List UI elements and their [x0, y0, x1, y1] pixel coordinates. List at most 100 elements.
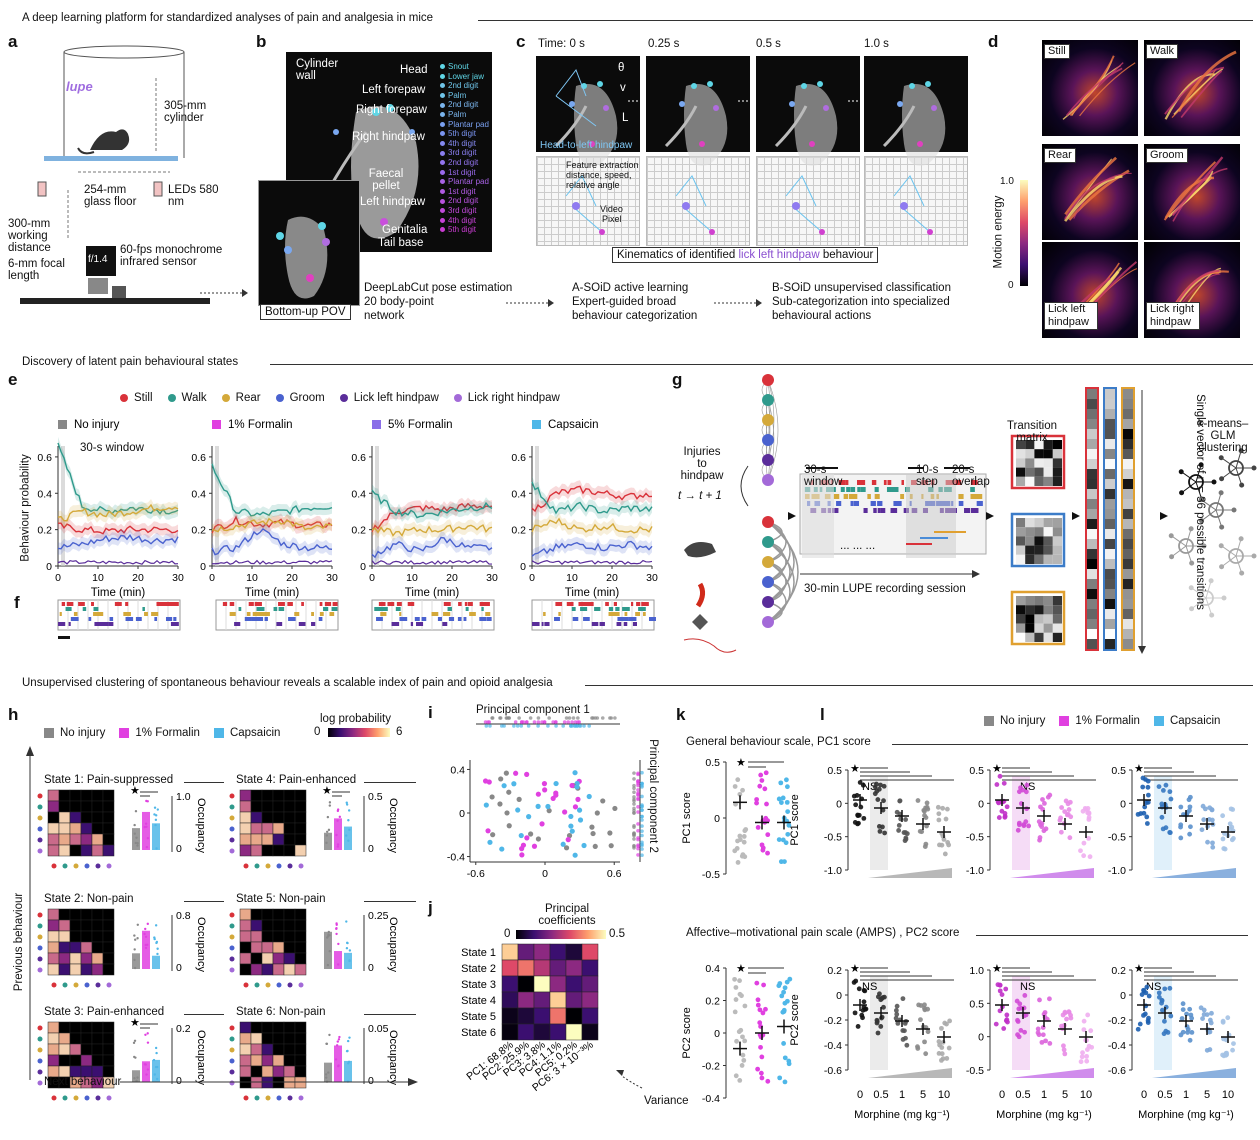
significance-star: ★	[1134, 763, 1144, 775]
state-title: State 2: Non-pain	[44, 893, 134, 905]
arrow-icon	[506, 299, 554, 307]
bodypart-dot	[440, 73, 445, 79]
legend-label: Capsaicin	[229, 727, 281, 739]
legend-dot	[167, 394, 176, 402]
bodypart-item: 5th digit	[440, 225, 494, 235]
bodypart-label: 1st digit	[448, 186, 476, 196]
morphine-xlabel: Morphine (mg kg⁻¹)	[996, 1109, 1092, 1121]
bodypart-item: 4th digit	[440, 216, 494, 226]
bodypart-dot	[440, 102, 445, 108]
dlc-desc-3: network	[364, 310, 405, 322]
bodypart-item: Palm	[440, 91, 494, 101]
xtick: 10	[406, 572, 418, 584]
pov-label: Bottom-up POV	[260, 304, 351, 320]
condition-swatch	[212, 420, 221, 429]
state-row-label: State 6	[461, 1027, 496, 1039]
ytick: 0	[978, 1032, 984, 1044]
bodypart-item: 1st digit	[440, 168, 494, 178]
occupancy-min: 0	[176, 962, 182, 974]
occupancy-max: 0.05	[368, 1023, 389, 1035]
ytick: 0	[520, 561, 526, 573]
ytick: 0	[200, 561, 206, 573]
bodypart-dot	[440, 150, 445, 156]
legend-label: Lick left hindpaw	[353, 392, 439, 404]
xtick: 0	[542, 868, 548, 880]
legend-swatch	[119, 728, 130, 738]
panel-letter-a: a	[8, 32, 18, 51]
dose-tick: 5	[1062, 1089, 1068, 1101]
v-label: v	[620, 82, 626, 94]
legend-label: No injury	[60, 727, 106, 739]
condition-label: Capsaicin	[548, 419, 599, 431]
state-transition-matrix: 0.25 0 Occupancy	[229, 908, 399, 988]
motion-trace	[1062, 55, 1136, 120]
dose-tick: 1	[899, 1089, 905, 1101]
significance-star: ★	[992, 763, 1002, 775]
bodypart-label: 1st digit	[448, 167, 476, 177]
state-legend-item: Capsaicin	[213, 727, 281, 739]
motion-tile-label: Lick left hindpaw	[1044, 302, 1098, 330]
xtick: 30	[172, 572, 184, 584]
occupancy-min: 0	[368, 1075, 374, 1087]
bodypart-dot	[440, 189, 445, 195]
bodypart-dot	[440, 131, 445, 137]
section-title-bottom: Unsupervised clustering of spontaneous b…	[22, 677, 553, 689]
state-legend-item: 1% Formalin	[119, 727, 200, 739]
focal-length-label: 6-mm focal length	[8, 258, 65, 282]
log-prob-max: 6	[396, 726, 403, 738]
occupancy-label: Occupancy	[387, 917, 399, 973]
ytick: 0.4	[511, 488, 526, 500]
ytick: -0.2	[824, 1015, 842, 1027]
significance-star: ★	[992, 963, 1002, 975]
ytick: 0.4	[191, 488, 206, 500]
led-label: LEDs 580 nm	[168, 184, 219, 208]
bodypart-label: 4th digit	[448, 215, 477, 225]
bodypart-item: 5th digit	[440, 129, 494, 139]
frame-overlay	[882, 81, 946, 235]
bodypart-item: Plantar pad	[440, 177, 494, 187]
behaviour-probability-plots: No injury 0 0.2 0.4 0.6 0 10 20 30 Time (min) 1% F…	[37, 419, 658, 599]
ytick: 0.4	[351, 488, 366, 500]
occupancy-max: 0.8	[176, 910, 191, 922]
bsoid-1: B-SOiD unsupervised classification	[772, 282, 951, 294]
occupancy-label: Occupancy	[387, 798, 399, 854]
legend-dot	[221, 394, 230, 402]
working-distance-label: 300-mm working distance	[8, 218, 51, 254]
asoid-3: behaviour categorization	[572, 310, 698, 322]
ytick: 0.5	[827, 765, 842, 777]
panel-letter-g: g	[672, 370, 683, 389]
left-hindpaw-label: Left hindpaw	[360, 196, 426, 208]
kinematics-pre: Kinematics of identified	[617, 249, 739, 261]
coefficients-colorbar	[516, 930, 606, 939]
state-title-rule	[364, 782, 416, 783]
xtick: 30	[326, 572, 338, 584]
frame-overlay	[774, 81, 838, 235]
transition-time-label: t → t + 1	[678, 490, 722, 502]
pc1-label: Principal component 1	[476, 704, 590, 716]
right-hindpaw-label: Right hindpaw	[352, 131, 425, 143]
variance-label: Variance	[644, 1095, 689, 1107]
occupancy-max: 0.2	[176, 1023, 191, 1035]
bodypart-item: Snout	[440, 62, 494, 72]
xtick: 0	[55, 572, 61, 584]
kinematics-caption: Kinematics of identified lick left hindp…	[612, 247, 879, 263]
bodypart-label: 5th digit	[448, 129, 477, 139]
asoid-1: A-SOiD active learning	[572, 282, 689, 294]
bodypart-item: 4th digit	[440, 139, 494, 149]
ytick: -0.5	[966, 832, 984, 844]
occupancy-max: 0.5	[368, 791, 383, 803]
motion-energy-colorbar	[1020, 180, 1028, 286]
xtick: 10	[246, 572, 258, 584]
time-025: 0.25 s	[648, 38, 680, 50]
section-rule-middle	[270, 364, 1253, 365]
state-transition-matrix: 0.05 0 Occupancy	[229, 1021, 399, 1101]
bodypart-dot	[440, 141, 445, 147]
ytick: -0.5	[966, 1065, 984, 1077]
ns-label: NS	[1020, 981, 1035, 993]
bodypart-label: 3rd digit	[448, 148, 477, 158]
significance-star: ★	[130, 1017, 140, 1029]
legend-label: 1% Formalin	[1075, 715, 1140, 727]
xtick: 30	[646, 572, 658, 584]
ytick: -0.2	[1108, 1015, 1126, 1027]
ytick: 0.2	[705, 996, 720, 1008]
